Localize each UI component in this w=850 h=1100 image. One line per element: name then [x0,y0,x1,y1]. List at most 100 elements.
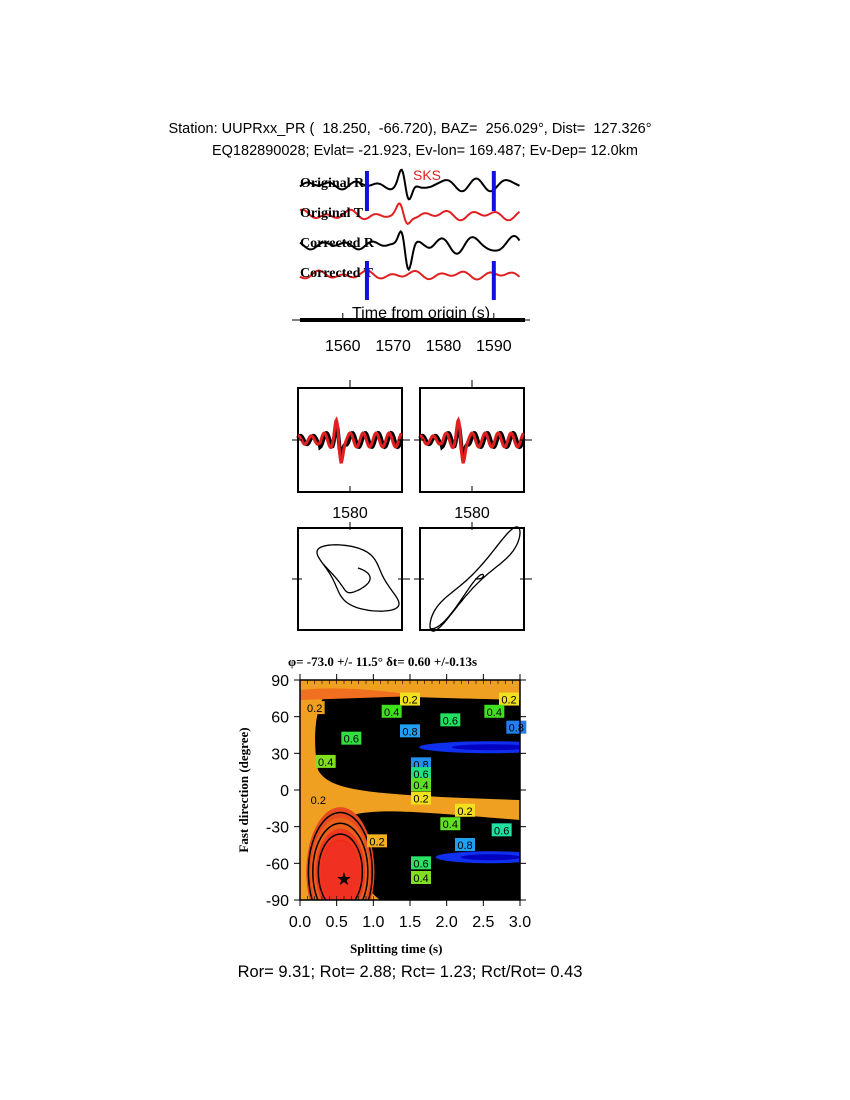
contour-label-box [440,713,461,727]
contour-max-core [451,744,520,751]
contour-label-box [455,838,475,851]
y-tick-label: -60 [266,856,289,873]
contour-ring [317,833,364,900]
contour-label-text: 0.4 [413,780,428,792]
corrected-fast-trace [297,416,403,464]
trace-label: Corrected T [300,266,374,281]
contour-max-core [460,854,520,861]
contour-label-text: 0.2 [457,806,472,818]
contour-label-text: 0.4 [487,707,502,719]
contour-label: 0.8 [400,724,420,738]
y-tick-label: 30 [271,746,289,763]
trace-label: Original R [300,176,365,191]
contour-label-box [499,692,519,706]
contour-label-box [400,724,420,738]
phase-label: SKS [413,167,441,183]
trace-corrected-r [299,230,521,272]
trace-original-r [299,168,520,201]
contour-label-text: 0.2 [307,703,322,715]
contour-label-box [411,757,431,771]
contour-label-box [411,871,431,884]
contour-label: 0.6 [341,731,362,746]
contour-band [300,688,420,700]
contour-label-text: 0.2 [501,695,516,707]
contour-label-box [304,701,325,715]
x-axis-title: Splitting time (s) [350,941,442,956]
contour-label-box [491,823,512,837]
x-tick-label: 1.0 [362,914,384,931]
contour-label-box [411,791,431,805]
panel-tick-label: 1580 [332,505,368,522]
waveform-comparison-panels: 1580 1580 [292,380,532,522]
contour-label-box [367,834,387,848]
x-tick-label: 2.5 [472,914,494,931]
contour-label-box [381,704,402,718]
contour-label: 0.4 [411,871,431,885]
energy-ratio-summary: Ror= 9.31; Rot= 2.88; Rct= 1.23; Rct/Rot… [237,963,583,981]
particle-motion-frame [297,527,403,631]
contour-label-box [315,754,336,768]
contour-label-box [411,767,431,781]
y-tick-label: 60 [271,710,289,727]
contour-label-box [455,803,475,817]
time-tick-label: 1580 [426,338,462,355]
contour-label-text: 0.8 [457,840,472,852]
contour-label-text: 0.4 [384,707,399,719]
splitting-result-title: φ= -73.0 +/- 11.5° δt= 0.60 +/-0.13s [288,654,477,669]
particle-motion-panels [292,522,532,632]
contour-ring [312,822,369,900]
contour-label-text: 0.6 [494,825,509,837]
contour-label-text: 0.2 [311,795,326,807]
contour-label-text: 0.4 [413,873,428,885]
trace-label: Corrected R [300,236,375,251]
contour-label-text: 0.6 [443,715,458,727]
contour-fill [300,680,520,900]
contour-label: 0.6 [491,823,512,837]
contour-label-text: 0.8 [402,726,417,738]
time-tick-label: 1560 [325,338,361,355]
contour-label-text: 0.4 [318,757,333,769]
corrected-fast-trace [419,416,525,464]
contour-label: 0.2 [304,701,325,715]
contour-label-box [411,778,431,792]
contour-label: 0.2 [499,692,519,707]
contour-label-text: 0.2 [413,794,428,806]
contour-label-box [440,817,461,831]
contour-label: 0.2 [400,692,420,707]
time-axis-label: Time from origin (s) [352,305,490,322]
time-tick-label: 1570 [375,338,411,355]
seismogram-panel: Original R Original T Corrected R Corrected… [292,168,530,355]
y-axis-title: Fast direction (degree) [236,727,251,852]
y-tick-label: 0 [280,783,289,800]
contour-label: 0.4 [484,704,505,719]
contour-label-text: 0.4 [443,819,458,831]
contour-label-text: 0.2 [402,695,417,707]
contour-label-box [308,792,329,806]
particle-motion-original [316,544,400,612]
contour-label: 0.2 [455,803,475,818]
contour-label: 0.2 [367,834,387,848]
contour-label: 0.2 [308,792,329,807]
y-tick-label: -90 [266,893,289,910]
event-info: EQ182890028; Evlat= -21.923, Ev-lon= 169… [211,143,638,159]
contour-label-text: 0.8 [509,723,524,735]
trace-corrected-t [299,269,521,281]
contour-label-text: 0.6 [413,858,428,870]
x-tick-label: 3.0 [509,914,531,931]
panel-tick-label: 1580 [454,505,490,522]
particle-motion-corrected [429,526,521,632]
station-info: Station: UUPRxx_PR ( 18.250, -66.720), B… [168,121,652,137]
x-tick-label: 0.5 [326,914,348,931]
trace-label: Original T [300,206,364,221]
contour-label-text: 0.6 [344,734,359,746]
contour-label-box [506,720,527,734]
contour-label-box [484,704,505,718]
contour-label-box [341,731,362,745]
contour-label: 0.4 [315,754,336,769]
contour-label: 0.4 [381,704,402,719]
x-tick-label: 0.0 [289,914,311,931]
contour-label: 0.6 [411,856,431,870]
trace-original-t [299,202,521,226]
